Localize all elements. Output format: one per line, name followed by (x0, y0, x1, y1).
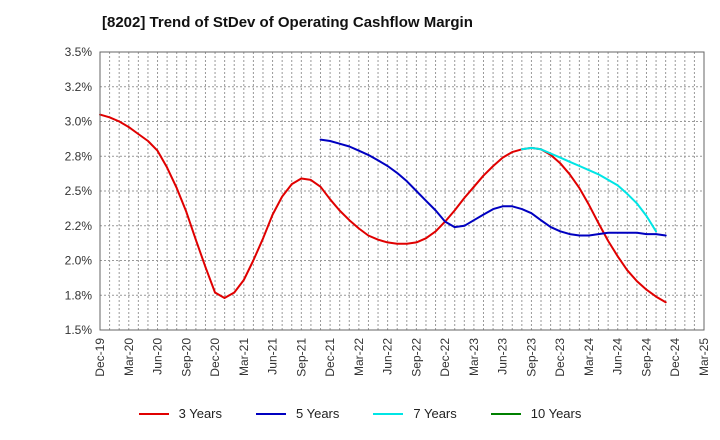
y-tick-label: 2.2% (65, 219, 93, 233)
x-tick-label: Sep-20 (179, 338, 193, 377)
legend-swatch (256, 412, 286, 415)
legend-label: 7 Years (413, 406, 457, 421)
x-tick-label: Jun-24 (611, 338, 625, 375)
y-tick-label: 3.5% (65, 45, 93, 59)
legend-swatch (138, 412, 169, 415)
series-layer (99, 113, 667, 304)
y-tick-label: 3.2% (65, 80, 93, 94)
x-tick-label: Dec-22 (438, 338, 452, 377)
x-tick-label: Mar-24 (582, 338, 596, 376)
series-line-5-years (319, 138, 667, 237)
x-tick-label: Mar-21 (237, 338, 251, 376)
x-tick-label: Dec-23 (553, 338, 567, 377)
x-tick-label: Jun-21 (266, 338, 280, 375)
series-line-7-years (520, 146, 657, 233)
y-tick-label: 3.0% (65, 115, 93, 129)
legend-swatch (373, 412, 404, 415)
legend-label: 3 Years (178, 406, 222, 421)
x-tick-label: Sep-22 (409, 338, 423, 377)
x-tick-label: Dec-21 (323, 338, 337, 377)
chart-title: [8202] Trend of StDev of Operating Cashf… (102, 14, 473, 31)
legend-item: 7 Years (373, 406, 457, 421)
x-tick-label: Mar-25 (697, 338, 711, 376)
y-tick-label: 2.5% (65, 184, 93, 198)
x-tick-label: Mar-22 (352, 338, 366, 376)
legend-swatch (490, 412, 521, 415)
x-tick-label: Sep-23 (524, 338, 538, 377)
y-tick-label: 1.5% (65, 323, 93, 337)
axis-layer: 3.5%3.2%3.0%2.8%2.5%2.2%2.0%1.8%1.5%Dec-… (65, 45, 711, 377)
x-tick-label: Dec-24 (668, 338, 682, 377)
legend-item: 3 Years (138, 406, 222, 421)
legend: 3 Years 5 Years 7 Years 10 Years (0, 406, 720, 421)
legend-item: 5 Years (256, 406, 339, 421)
y-tick-label: 1.8% (65, 288, 93, 302)
series-line-3-years (99, 113, 667, 304)
y-tick-label: 2.0% (65, 254, 93, 268)
y-tick-label: 2.8% (65, 149, 93, 163)
x-tick-label: Jun-23 (496, 338, 510, 375)
x-tick-label: Sep-21 (294, 338, 308, 377)
x-tick-label: Mar-20 (122, 338, 136, 376)
plot-area: 3.5%3.2%3.0%2.8%2.5%2.2%2.0%1.8%1.5%Dec-… (65, 45, 711, 377)
grid-layer (99, 51, 705, 331)
x-tick-label: Jun-22 (381, 338, 395, 375)
x-tick-label: Dec-20 (208, 338, 222, 377)
x-tick-label: Mar-23 (467, 338, 481, 376)
legend-item: 10 Years (490, 406, 582, 421)
x-tick-label: Sep-24 (639, 338, 653, 377)
x-tick-label: Jun-20 (151, 338, 165, 375)
x-tick-label: Dec-19 (93, 338, 107, 377)
plot-border (99, 51, 705, 331)
legend-label: 5 Years (296, 406, 340, 421)
legend-label: 10 Years (530, 406, 582, 421)
